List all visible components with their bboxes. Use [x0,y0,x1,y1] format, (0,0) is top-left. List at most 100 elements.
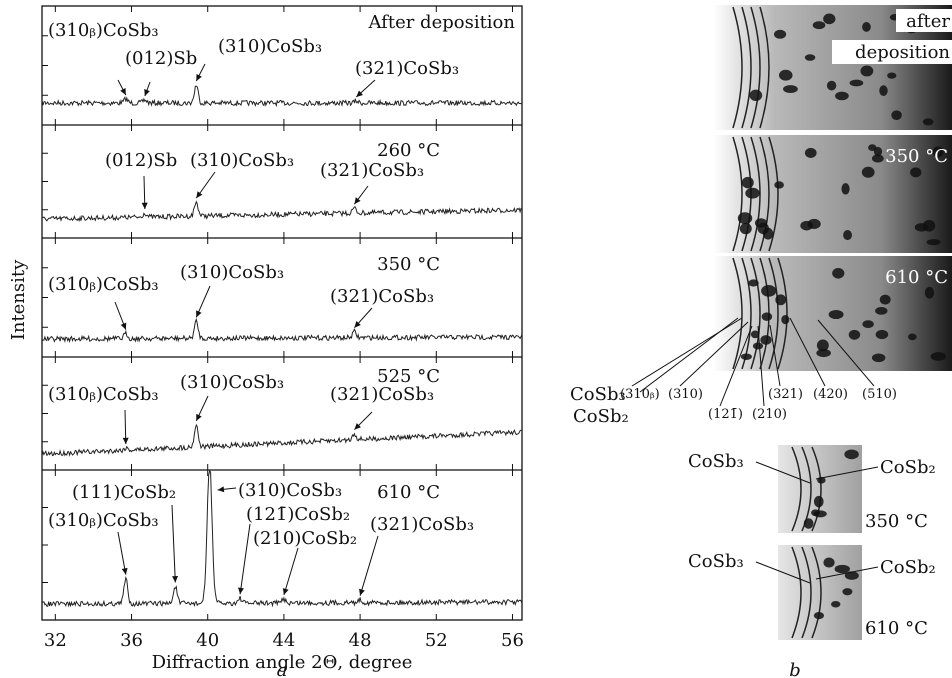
inset-image [778,445,862,533]
peak-label: (121̄)CoSb₂ [246,504,350,525]
arrow-head [196,191,202,198]
panel-label: b [789,660,801,678]
x-tick-label: 36 [120,630,143,651]
diffraction-spot [755,218,767,227]
x-tick-label: 52 [425,630,448,651]
image-label: 350 °C [885,146,948,167]
diffraction-spot [813,21,826,29]
diffraction-spot [781,315,789,324]
peak-label: (012)Sb [105,150,177,171]
diffraction-spot [842,588,852,595]
diffraction-spot [805,148,817,158]
peak-label: (321)CoSb₃ [320,160,424,181]
diffraction-spot [891,110,901,120]
diffraction-spot [745,188,760,199]
diffraction-spot [823,14,835,25]
arrow-head [354,197,360,204]
arrow-head [142,203,148,209]
image-label: deposition [855,42,950,63]
peak-label: (310)CoSb₃ [238,480,342,501]
peak-arrow [360,536,378,596]
peak-label: (310)CoSb₃ [190,150,294,171]
ring-label: (510) [862,387,897,402]
arrow-head [122,568,128,575]
diffraction-spot [762,312,773,321]
ring-label: (310ᵦ) [620,387,660,402]
peak-label: (310)CoSb₃ [180,372,284,393]
panel-label: a [277,660,288,678]
phase-label: CoSb₃ [688,451,744,472]
diffraction-spot [880,295,891,305]
diffraction-spot [740,223,752,234]
diffraction-spot [800,221,813,231]
diffraction-spot [876,330,889,339]
xrd-trace [42,319,522,341]
peak-label: (321)CoSb₃ [330,384,434,405]
phase-label: CoSb₂ [880,457,936,478]
diffraction-spot [835,92,849,101]
xrd-trace [42,86,522,105]
diffraction-spot [805,54,816,60]
peak-label: (111)CoSb₂ [72,482,176,503]
ring-label: (420) [813,387,848,402]
ring-label: (210) [752,407,787,422]
phase-label: CoSb₂ [573,406,629,427]
ring-label: (121̄) [708,407,743,422]
xrd-trace [42,425,522,456]
peak-label: (310ᵦ)CoSb₃ [48,510,159,531]
diffraction-spot [742,177,754,189]
diffraction-spot [829,310,844,319]
peak-arrow [284,548,298,595]
diffraction-spot [811,509,820,516]
diffraction-spot [910,167,921,177]
diffraction-spot [860,66,873,77]
diffraction-spot [908,334,917,341]
arrow-head [218,486,225,492]
diffraction-spot [862,167,875,178]
diffraction-spot [749,90,762,101]
peak-label: (012)Sb [125,48,197,69]
arrow-head [144,89,150,96]
x-tick-label: 48 [349,630,372,651]
diffraction-spot [862,320,873,328]
panel-title: After deposition [367,12,515,33]
peak-label: (310ᵦ)CoSb₃ [48,20,159,41]
peak-label: (310ᵦ)CoSb₃ [48,274,159,295]
xrd-trace [42,202,522,221]
peak-arrow [118,532,126,575]
peak-label: (321)CoSb₃ [355,58,459,79]
diffraction-spot [783,85,798,93]
x-tick-label: 56 [501,630,524,651]
image-label: after [906,11,950,32]
diffraction-spot [874,147,882,156]
inset-image [778,545,862,640]
diffraction-spot [923,220,935,232]
ring-label: (310) [668,387,703,402]
diffraction-spot [774,30,786,39]
inset-label: 350 °C [865,511,928,532]
diffraction-spot [931,352,947,361]
panel-title: 350 °C [377,254,440,275]
diffraction-spot [760,335,771,345]
diffraction-spot [849,330,860,340]
peak-label: (310ᵦ)CoSb₃ [48,384,159,405]
diffraction-spot [775,294,786,305]
phase-label: CoSb₂ [880,557,936,578]
diffraction-spot [841,183,849,194]
diffraction-spot [879,85,887,96]
diffraction-spot [887,72,896,78]
diffraction-spot [925,287,934,299]
diffraction-spot [761,285,776,297]
panel-title: 610 °C [377,482,440,503]
ring-label: (321) [768,387,803,402]
diffraction-spot [774,181,784,188]
peak-label: (321)CoSb₃ [330,286,434,307]
phase-label: CoSb₃ [570,384,626,405]
peak-label: (310)CoSb₃ [218,36,322,57]
diffraction-spot [831,601,840,608]
diffraction-spot [738,212,752,224]
arrow-head [238,587,244,594]
diffraction-spot [844,449,858,459]
diffraction-spot [862,22,871,32]
